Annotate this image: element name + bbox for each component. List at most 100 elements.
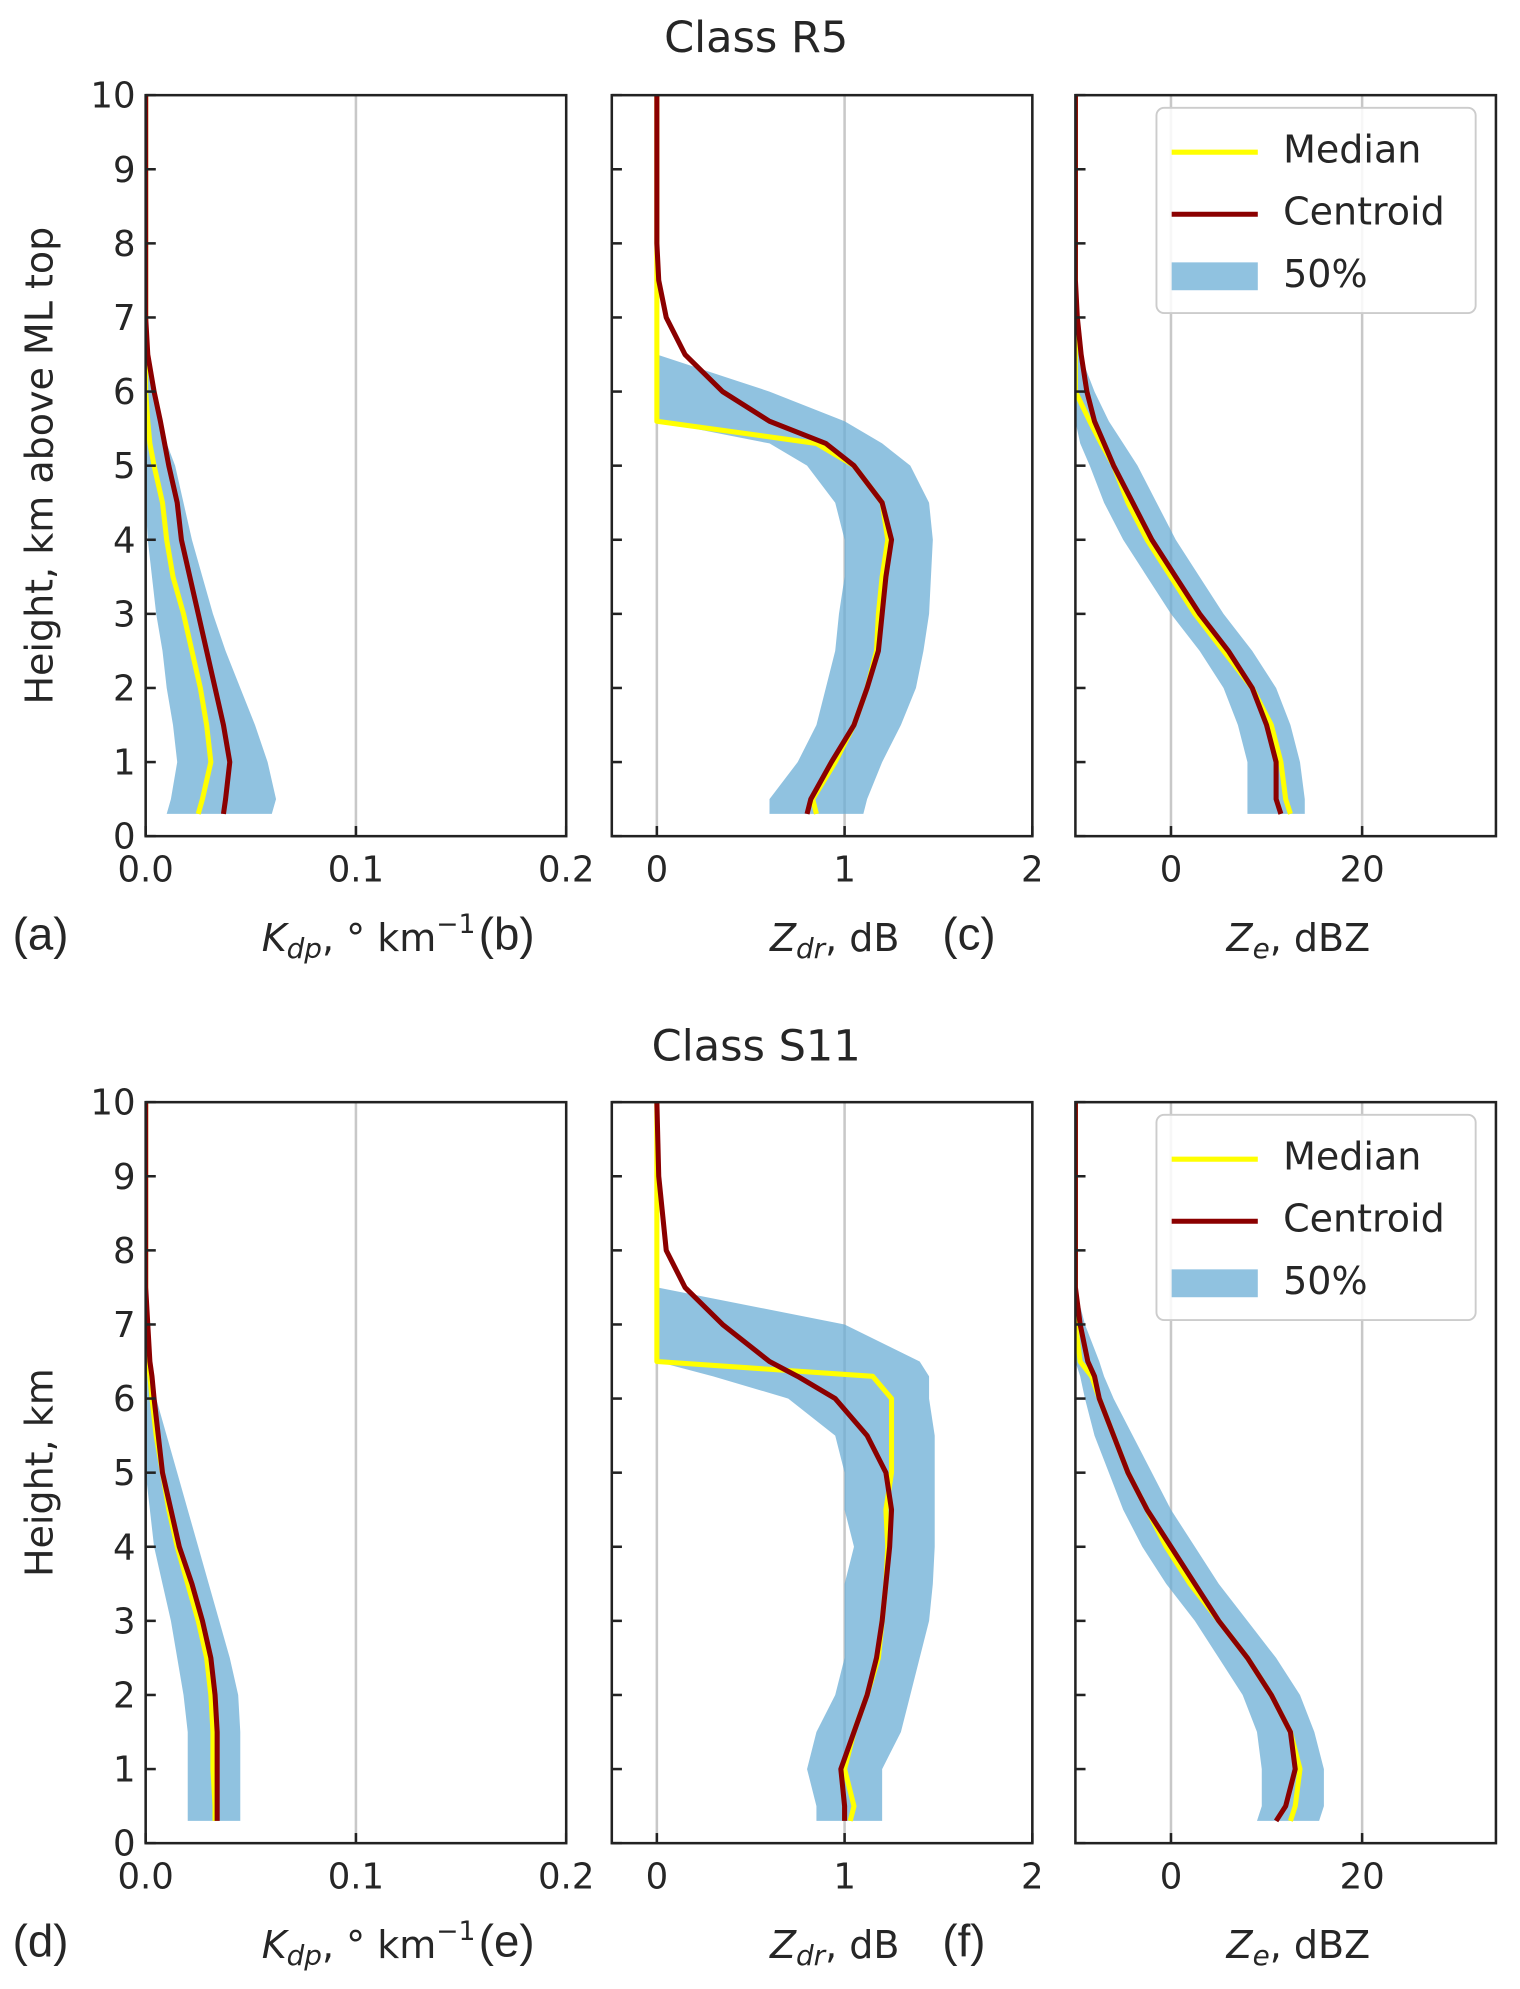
series-line [654, 1102, 895, 1821]
y-tick-label: 4 [113, 1527, 136, 1568]
y-tick-label: 0 [113, 1824, 136, 1865]
x-tick-label: 0.2 [538, 1857, 594, 1898]
panel: 0 1 2 3 4 5 6 7 8 9 10 0.0 0.1 0.2 (d) Kdp, ° km−1 Heigh… [13, 1083, 595, 1972]
legend-label: 50% [1283, 1259, 1367, 1303]
band [145, 1102, 241, 1821]
label-symbol: K [262, 916, 290, 960]
plot-area [145, 95, 277, 815]
label-subscript: e [1253, 1939, 1270, 1972]
y-tick-label: 1 [113, 743, 136, 784]
panel-label: (d) [13, 1916, 69, 1967]
label-symbol: Z [769, 916, 797, 960]
y-tick-label: 2 [113, 1676, 136, 1717]
panel-label: (f) [942, 1916, 985, 1967]
x-axis-label: Ze, dBZ [1226, 1923, 1371, 1973]
x-axis-label: Zdr, dB [769, 1923, 900, 1973]
panel-label: (c) [942, 909, 995, 960]
label-subscript: e [1253, 932, 1270, 965]
y-tick-label: 3 [113, 1601, 136, 1642]
y-tick-label: 6 [113, 1379, 136, 1420]
label-symbol: Z [1226, 916, 1254, 960]
y-axis-label: Height, km above ML top [17, 227, 61, 705]
x-tick-label: 20 [1340, 1857, 1385, 1898]
plot-area [654, 95, 933, 815]
plot-area [654, 1102, 935, 1822]
x-tick-label: 0 [646, 850, 669, 891]
label-unit: , ° km [322, 1923, 436, 1967]
x-axis-label: Kdp, ° km−1 [262, 1915, 476, 1972]
legend-label: Centroid [1283, 1197, 1445, 1241]
band [656, 95, 933, 814]
label-subscript: dr [796, 1939, 827, 1972]
legend-label: Centroid [1283, 190, 1445, 234]
panel: 0 20 (c) Ze, dBZ Median Centroid 50% [942, 93, 1498, 966]
y-tick-label: 5 [113, 446, 136, 487]
y-tick-label: 4 [113, 520, 136, 561]
label-unit: , ° km [322, 916, 436, 960]
band [1075, 1102, 1324, 1821]
label-subscript: dp [287, 1939, 322, 1972]
label-symbol: K [262, 1923, 290, 1967]
y-tick-label: 0 [113, 817, 136, 858]
x-tick-label: 0.0 [117, 850, 173, 891]
y-tick-label: 10 [90, 76, 135, 117]
panel-label: (b) [479, 909, 535, 960]
y-tick-label: 5 [113, 1453, 136, 1494]
series-line [654, 95, 895, 815]
label-subscript: dr [796, 932, 827, 965]
label-superscript: −1 [436, 1915, 475, 1946]
x-tick-label: 2 [1021, 1857, 1044, 1898]
panel: 0 1 2 (b) Zdr, dB [479, 93, 1044, 966]
label-superscript: −1 [436, 908, 475, 939]
band [145, 95, 277, 814]
legend-swatch [1171, 1269, 1258, 1298]
panel: 0 1 2 (e) Zdr, dB [479, 1100, 1044, 1973]
band [656, 1102, 935, 1821]
label-unit: , dBZ [1270, 1923, 1370, 1967]
legend: Median Centroid 50% [1155, 106, 1477, 314]
plot-area [145, 1102, 241, 1821]
y-tick-label: 9 [113, 150, 136, 191]
label-unit: , dBZ [1270, 916, 1370, 960]
y-axis-label: Height, km [17, 1368, 61, 1577]
y-tick-label: 7 [113, 1305, 136, 1346]
x-tick-label: 1 [833, 1857, 856, 1898]
series-line [145, 95, 214, 815]
panel: 0 1 2 3 4 5 6 7 8 9 10 0.0 0.1 0.2 (a) Kdp, ° km−1 Heigh… [13, 76, 595, 965]
y-tick-label: 3 [113, 594, 136, 635]
x-tick-label: 0 [1160, 850, 1183, 891]
legend-swatch [1171, 262, 1258, 291]
y-tick-label: 9 [113, 1157, 136, 1198]
y-tick-label: 10 [90, 1083, 135, 1124]
row-title: Class R5 [664, 13, 848, 63]
row-title: Class S11 [652, 1021, 861, 1071]
y-tick-label: 6 [113, 372, 136, 413]
x-tick-label: 2 [1021, 850, 1044, 891]
legend-box [1155, 1113, 1477, 1321]
label-unit: , dB [825, 916, 899, 960]
x-tick-label: 0.1 [328, 850, 384, 891]
band [1075, 95, 1305, 814]
legend-label: Median [1283, 1135, 1421, 1179]
label-symbol: Z [769, 1923, 797, 1967]
x-tick-label: 0 [1160, 1857, 1183, 1898]
y-tick-label: 1 [113, 1750, 136, 1791]
x-tick-label: 0.2 [538, 850, 594, 891]
x-axis-label: Zdr, dB [769, 916, 900, 966]
label-subscript: dp [287, 932, 322, 965]
x-axis-label: Kdp, ° km−1 [262, 908, 476, 965]
x-tick-label: 1 [833, 850, 856, 891]
x-tick-label: 0 [646, 1857, 669, 1898]
legend: Median Centroid 50% [1155, 1113, 1477, 1321]
x-tick-label: 0.1 [328, 1857, 384, 1898]
x-axis-label: Ze, dBZ [1226, 916, 1371, 966]
legend-label: Median [1283, 128, 1421, 172]
series-line [145, 95, 233, 815]
panel-label: (e) [479, 1916, 535, 1967]
y-tick-label: 8 [113, 224, 136, 265]
panel: 0 20 (f) Ze, dBZ Median Centroid 50% [942, 1100, 1498, 1973]
label-symbol: Z [1226, 1923, 1254, 1967]
panel-label: (a) [13, 909, 69, 960]
